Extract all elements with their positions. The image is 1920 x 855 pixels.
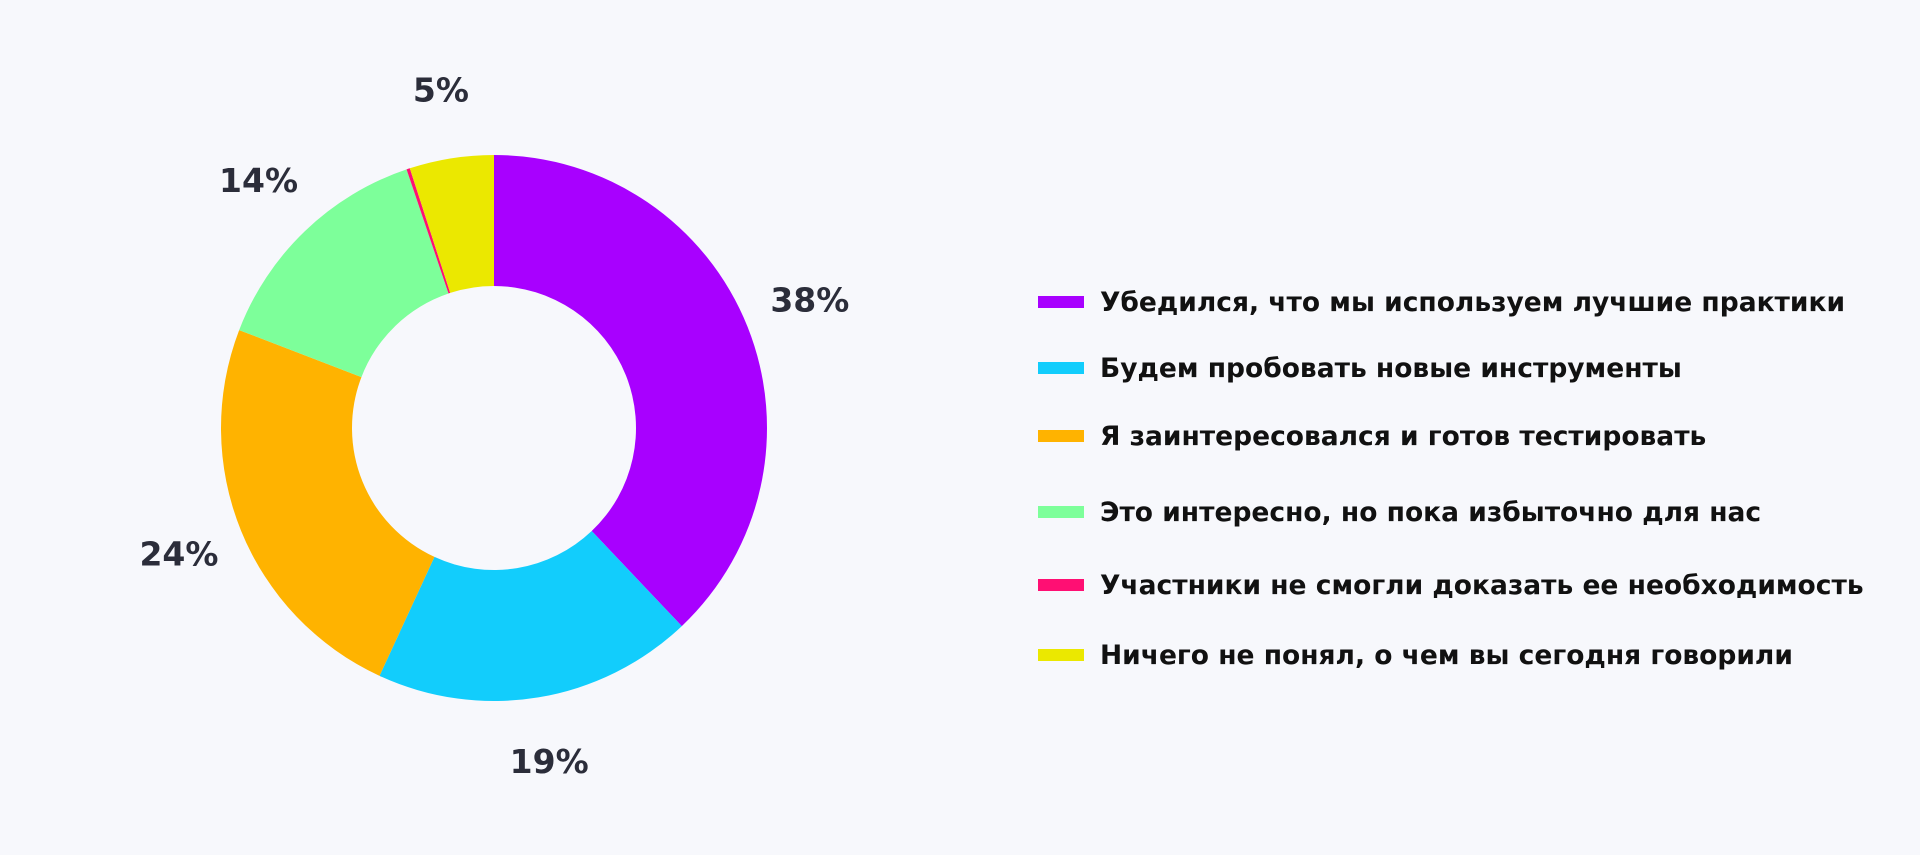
donut-slice-6 <box>409 155 494 293</box>
legend-item: Убедился, что мы используем лучшие практ… <box>1038 285 1845 319</box>
slice-value-label-2: 19% <box>510 742 589 781</box>
slice-value-label-1: 38% <box>770 281 849 320</box>
legend-swatch <box>1038 362 1084 374</box>
legend-label: Участники не смогли доказать ее необходи… <box>1100 569 1864 601</box>
legend-swatch <box>1038 296 1084 308</box>
slice-value-label-4: 14% <box>219 161 298 200</box>
legend-swatch <box>1038 579 1084 591</box>
legend-label: Будем пробовать новые инструменты <box>1100 352 1682 384</box>
legend-item: Это интересно, но пока избыточно для нас <box>1038 495 1761 529</box>
legend-item: Участники не смогли доказать ее необходи… <box>1038 568 1864 602</box>
slice-value-label-3: 24% <box>139 534 218 573</box>
donut-slice-2 <box>379 531 682 701</box>
legend-label: Ничего не понял, о чем вы сегодня говори… <box>1100 639 1793 671</box>
legend-swatch <box>1038 506 1084 518</box>
legend-label: Это интересно, но пока избыточно для нас <box>1100 496 1762 528</box>
donut-slice-5 <box>406 168 451 294</box>
donut-slice-3 <box>221 330 435 676</box>
legend-item: Я заинтересовался и готов тестировать <box>1038 419 1706 453</box>
donut-slice-4 <box>239 169 449 378</box>
legend-swatch <box>1038 649 1084 661</box>
legend-swatch <box>1038 430 1084 442</box>
legend-item: Будем пробовать новые инструменты <box>1038 351 1682 385</box>
slice-value-label-6: 5% <box>413 71 469 110</box>
legend-label: Убедился, что мы используем лучшие практ… <box>1100 286 1846 318</box>
legend-item: Ничего не понял, о чем вы сегодня говори… <box>1038 638 1793 672</box>
donut-slice-1 <box>494 155 767 627</box>
chart-legend: Убедился, что мы используем лучшие практ… <box>1038 0 1918 855</box>
legend-label: Я заинтересовался и готов тестировать <box>1100 420 1707 452</box>
